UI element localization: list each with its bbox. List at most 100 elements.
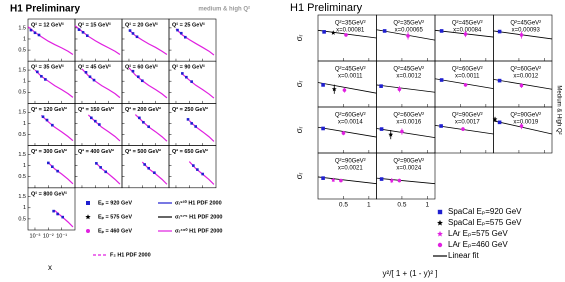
panel-q2: Q²=45GeV² [393, 67, 424, 73]
panel-label: Q² = 650 GeV² [172, 148, 208, 155]
panel-frame [493, 106, 553, 154]
model-curve [128, 29, 168, 56]
data-point [196, 168, 199, 171]
fit-line [317, 176, 377, 185]
legend-swatch [437, 242, 443, 248]
legend-swatch [437, 209, 443, 215]
panel-q2: Q²=90GeV² [393, 159, 424, 165]
panel-q2: Q²=90GeV² [335, 159, 366, 165]
data-point [344, 33, 348, 37]
y-tick-label: 1 [23, 79, 26, 85]
fit-line [376, 128, 436, 139]
legend-label: LAr Eₚ=460 GeV [448, 240, 508, 249]
panel-x: x=0.0011 [338, 74, 363, 80]
data-point [439, 124, 443, 128]
y-tick-label: 1 [23, 163, 26, 169]
y-tick-label: 0.5 [18, 174, 26, 180]
data-point [98, 123, 101, 126]
data-point [137, 75, 140, 79]
panel-q2: Q²=90GeV² [452, 113, 483, 119]
x-tick-label: 10⁻² [43, 233, 54, 239]
data-point [379, 177, 384, 181]
panel-label: Q² = 45 GeV² [78, 64, 111, 71]
data-point [131, 69, 135, 73]
data-point [497, 120, 502, 125]
data-point [321, 126, 325, 131]
data-point [190, 122, 193, 125]
model-curve [87, 114, 121, 142]
panel-label: Q² = 200 GeV² [125, 106, 161, 113]
y-axis-label: σᵣ [295, 126, 304, 133]
data-point [519, 33, 524, 37]
data-point [45, 118, 49, 122]
model-curve [74, 25, 121, 56]
y-axis-label: σᵣ [295, 34, 304, 41]
model-curve [27, 26, 74, 56]
panel-frame [376, 152, 436, 200]
legend-label: σᵣ⁵⁷⁵ H1 PDF 2000 [175, 214, 222, 220]
panel-x: x=0.00093 [512, 28, 541, 34]
y-axis-label: σᵣ [295, 80, 304, 87]
x-tick-label: 10⁻¹ [56, 233, 67, 239]
panel-label: Q² = 15 GeV² [78, 21, 111, 28]
legend-label: LAr Eₚ=575 GeV [448, 229, 508, 238]
data-point [330, 177, 336, 183]
panel-q2: Q²=45GeV² [335, 67, 366, 73]
data-point [321, 83, 325, 87]
data-point [330, 30, 336, 35]
y-tick-label: 1 [23, 205, 26, 211]
panel-q2: Q²=60GeV² [393, 113, 424, 119]
panel-label: Q² = 12 GeV² [31, 21, 64, 28]
data-point [41, 115, 45, 119]
data-point [201, 172, 204, 176]
fit-line [493, 120, 553, 135]
panel-x: x=0.0017 [455, 120, 481, 126]
panel-x: x=0.0014 [338, 120, 364, 126]
legend-label: σᵣ⁴⁶⁰ H1 PDF 2000 [175, 227, 222, 234]
panel-x: x=0.00065 [395, 28, 424, 34]
model-curve [175, 28, 215, 56]
y-tick-label: 1.5 [18, 110, 26, 116]
panel-label: Q² = 400 GeV² [78, 148, 114, 155]
right-x-label: y²/[ 1 + (1 - y)² ] [383, 269, 438, 278]
fit-line [376, 84, 436, 93]
data-point [397, 178, 402, 183]
fit-line [317, 126, 377, 138]
x-tick-label: 0.5 [339, 202, 348, 209]
data-point [184, 35, 187, 39]
panel-frame [168, 145, 217, 189]
data-point [51, 165, 54, 168]
panel-x: x=0.0016 [396, 120, 422, 126]
data-point [37, 33, 41, 37]
x-tick-label: 10⁻³ [30, 233, 41, 239]
data-point [192, 164, 195, 167]
data-point [56, 169, 59, 173]
data-point [439, 78, 444, 82]
model-curve [81, 68, 121, 99]
data-point [92, 78, 96, 82]
data-point [52, 209, 55, 213]
panel-x: x=0.0012 [396, 74, 422, 80]
model-curve [128, 67, 168, 99]
data-point [400, 129, 404, 134]
panel-q2: Q²=90GeV² [510, 113, 541, 119]
data-point [131, 32, 135, 35]
panel-q2: Q²=35GeV² [335, 21, 366, 27]
data-point [322, 30, 326, 34]
data-point [147, 166, 150, 170]
panel-label: Q² = 35 GeV² [31, 64, 64, 71]
data-point [331, 86, 337, 92]
y-tick-label: 1.5 [18, 152, 26, 158]
data-point [147, 125, 150, 129]
data-point [389, 178, 395, 183]
data-point [341, 131, 346, 135]
y-axis-label: σᵣ [295, 172, 304, 179]
model-curve [34, 69, 74, 98]
y-tick-label: 0.5 [18, 216, 26, 222]
legend-label: Eₚ = 920 GeV [98, 200, 132, 206]
data-point [99, 166, 102, 169]
model-curve [141, 161, 168, 185]
data-point [95, 162, 98, 165]
data-point [463, 83, 468, 87]
y-tick-label: 1 [23, 121, 26, 127]
